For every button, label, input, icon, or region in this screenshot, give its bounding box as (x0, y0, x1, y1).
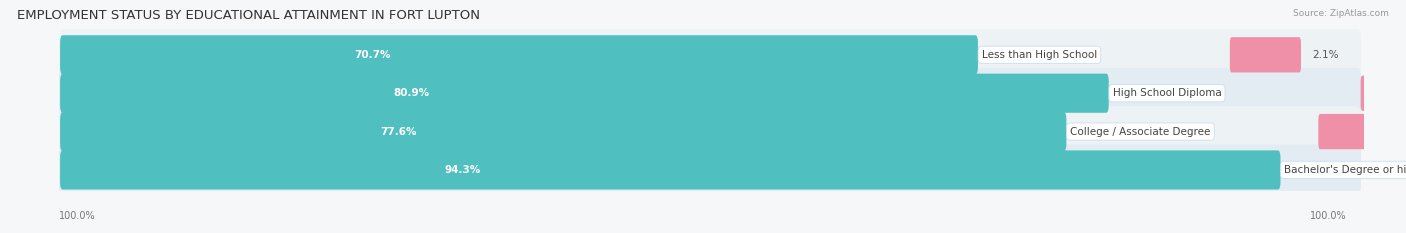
FancyBboxPatch shape (59, 106, 1361, 157)
FancyBboxPatch shape (59, 145, 1361, 195)
Text: Less than High School: Less than High School (981, 50, 1097, 60)
FancyBboxPatch shape (60, 150, 1281, 189)
FancyBboxPatch shape (59, 30, 1361, 80)
FancyBboxPatch shape (60, 35, 979, 74)
Text: 100.0%: 100.0% (1310, 211, 1347, 221)
Text: EMPLOYMENT STATUS BY EDUCATIONAL ATTAINMENT IN FORT LUPTON: EMPLOYMENT STATUS BY EDUCATIONAL ATTAINM… (17, 9, 479, 22)
FancyBboxPatch shape (60, 112, 1066, 151)
FancyBboxPatch shape (59, 68, 1361, 119)
Text: Source: ZipAtlas.com: Source: ZipAtlas.com (1294, 9, 1389, 18)
Text: Bachelor's Degree or higher: Bachelor's Degree or higher (1284, 165, 1406, 175)
Text: 100.0%: 100.0% (59, 211, 96, 221)
FancyBboxPatch shape (1230, 37, 1301, 72)
Text: 77.6%: 77.6% (380, 127, 416, 137)
FancyBboxPatch shape (60, 74, 1109, 113)
Text: 80.9%: 80.9% (394, 88, 429, 98)
Text: 70.7%: 70.7% (354, 50, 391, 60)
FancyBboxPatch shape (1319, 114, 1406, 149)
Text: College / Associate Degree: College / Associate Degree (1070, 127, 1211, 137)
Text: 94.3%: 94.3% (444, 165, 481, 175)
Text: 2.1%: 2.1% (1312, 50, 1339, 60)
FancyBboxPatch shape (1361, 75, 1406, 111)
Text: High School Diploma: High School Diploma (1112, 88, 1222, 98)
